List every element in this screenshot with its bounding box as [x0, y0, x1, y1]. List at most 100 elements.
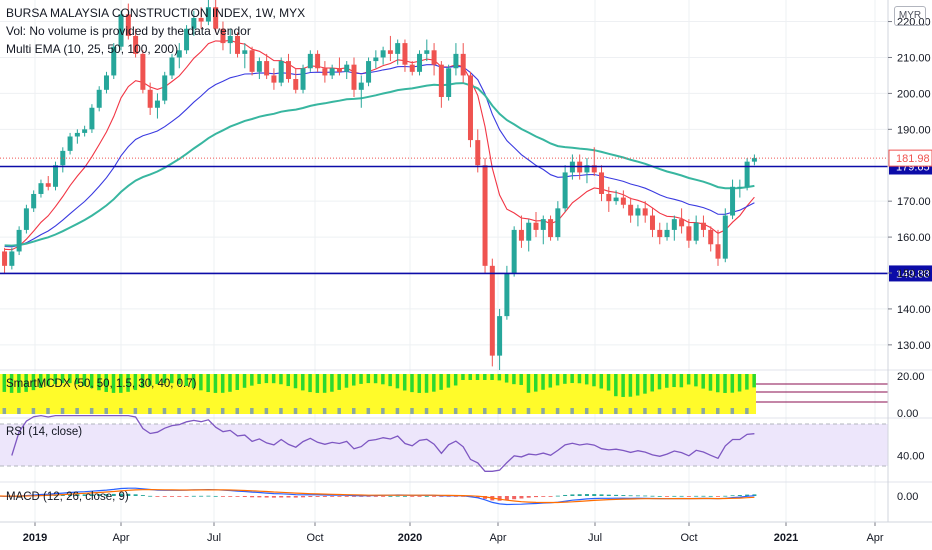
smartmcdx-green-bar — [271, 374, 276, 384]
macd-histogram-bar — [344, 496, 349, 497]
smartmcdx-green-bar — [191, 374, 196, 389]
smartmcdx-blue-bar — [220, 408, 225, 414]
candle-body — [482, 165, 488, 266]
ema25-line — [4, 64, 755, 248]
smartmcdx-green-bar — [199, 374, 203, 391]
candle-body — [336, 68, 342, 72]
smartmcdx-blue-bar — [672, 408, 676, 414]
last-price-label: 181.98 — [896, 153, 930, 165]
candle-body — [460, 53, 466, 76]
candle-body — [584, 165, 590, 173]
candle-body — [242, 50, 248, 54]
smartmcdx-blue-bar — [337, 408, 341, 414]
smartmcdx-blue-bar — [410, 408, 414, 414]
smartmcdx-green-bar — [264, 374, 269, 384]
candles — [2, 0, 757, 370]
smartmcdx-legend[interactable]: SmartMCDX (50, 50, 1.5, 30, 40, 0.7) — [6, 378, 197, 390]
smartmcdx-blue-bar — [628, 408, 633, 414]
candle-body — [176, 50, 182, 58]
macd-legend[interactable]: MACD (12, 26, close, 9) — [6, 491, 129, 503]
smartmcdx-green-bar — [483, 374, 487, 380]
smartmcdx-blue-bar — [46, 408, 50, 414]
macd-histogram-bar — [388, 495, 393, 497]
macd-histogram-bar — [322, 496, 327, 497]
candle-body — [730, 186, 736, 216]
candle-body — [133, 35, 139, 54]
macd-histogram-bar — [162, 496, 167, 497]
smartmcdx-green-bar — [2, 374, 7, 392]
macd-histogram-bar — [745, 494, 750, 496]
smartmcdx-green-bar — [140, 374, 145, 388]
candle-body — [74, 132, 80, 137]
smartmcdx-green-bar — [410, 374, 414, 393]
macd-histogram-bar — [228, 496, 233, 497]
smartmcdx-green-bar — [133, 374, 138, 391]
smartmcdx-green-bar — [170, 374, 174, 384]
smartmcdx-green-bar — [461, 374, 465, 380]
macd-histogram-bar — [184, 496, 189, 497]
smartmcdx-green-bar — [53, 374, 58, 385]
smartmcdx-green-bar — [279, 374, 283, 385]
smartmcdx-green-bar — [162, 374, 167, 384]
level-price-label: 149.88 — [896, 268, 930, 280]
candle-body — [96, 89, 102, 108]
candle-body — [526, 222, 532, 241]
price-axis[interactable]: 220.00210.00200.00190.00170.00160.00150.… — [887, 0, 931, 522]
smartmcdx-green-bar — [737, 374, 742, 392]
macd-histogram-bar — [635, 495, 640, 497]
ema-legend[interactable]: Multi EMA (10, 25, 50, 100, 200) — [6, 42, 179, 56]
macd-histogram-bar — [402, 495, 407, 497]
smartmcdx-green-bar — [286, 374, 290, 387]
macd-histogram-bar — [271, 496, 276, 498]
smartmcdx-blue-bar — [119, 408, 123, 414]
price-tick-label: 210.00 — [897, 52, 931, 64]
price-tick-label: 200.00 — [897, 88, 931, 100]
smartmcdx-green-bar — [432, 374, 436, 392]
candle-body — [154, 100, 160, 108]
candle-body — [358, 82, 364, 90]
smartmcdx-blue-bar — [453, 408, 458, 414]
smartmcdx-blue-bar — [308, 408, 312, 414]
candle-body — [184, 28, 190, 51]
candle-body — [504, 273, 510, 317]
macd-histogram-bar — [250, 496, 255, 498]
candle-body — [31, 193, 37, 209]
currency-badge[interactable]: MYR — [894, 6, 926, 26]
macd-histogram-bar — [140, 495, 145, 496]
candle-body — [518, 229, 524, 241]
smartmcdx-green-bar — [570, 374, 574, 384]
candle-body — [191, 17, 197, 29]
smartmcdx-green-bar — [9, 374, 14, 393]
smartmcdx-blue-bar — [191, 408, 196, 414]
smartmcdx-blue-bar — [206, 408, 210, 414]
candle-body — [162, 75, 168, 101]
macd-histogram-bar — [541, 496, 546, 497]
rsi-legend[interactable]: RSI (14, close) — [6, 426, 83, 438]
candle-body — [606, 193, 612, 202]
candle-body — [657, 229, 663, 238]
smartmcdx-blue-bar — [381, 408, 385, 414]
smartmcdx-blue-bar — [250, 408, 254, 414]
candle-body — [118, 14, 124, 47]
smartmcdx-green-bar — [235, 374, 240, 390]
time-tick-label: Oct — [680, 532, 697, 544]
smartmcdx-green-bar — [97, 374, 101, 391]
macd-histogram-bar — [643, 495, 648, 497]
smartmcdx-blue-bar — [584, 408, 589, 414]
macd-histogram-bar — [170, 496, 174, 497]
smartmcdx-green-bar — [468, 374, 472, 380]
smartmcdx-green-bar — [75, 374, 79, 385]
time-tick-label: Apr — [112, 532, 129, 544]
macd-histogram-bar — [366, 496, 371, 497]
smartmcdx-green-bar — [111, 374, 116, 393]
time-tick-label: 2020 — [398, 532, 422, 544]
candle-body — [45, 183, 51, 187]
ema50-line — [4, 82, 755, 247]
candle-body — [67, 136, 73, 151]
smartmcdx-green-bar — [679, 374, 684, 388]
smartmcdx-blue-bar — [716, 408, 720, 414]
smartmcdx-green-bar — [745, 374, 749, 390]
candle-body — [715, 244, 721, 259]
time-axis[interactable]: 2019 Apr Jul Oct 2020 Apr Jul Oct 2021 Apr — [0, 521, 932, 544]
